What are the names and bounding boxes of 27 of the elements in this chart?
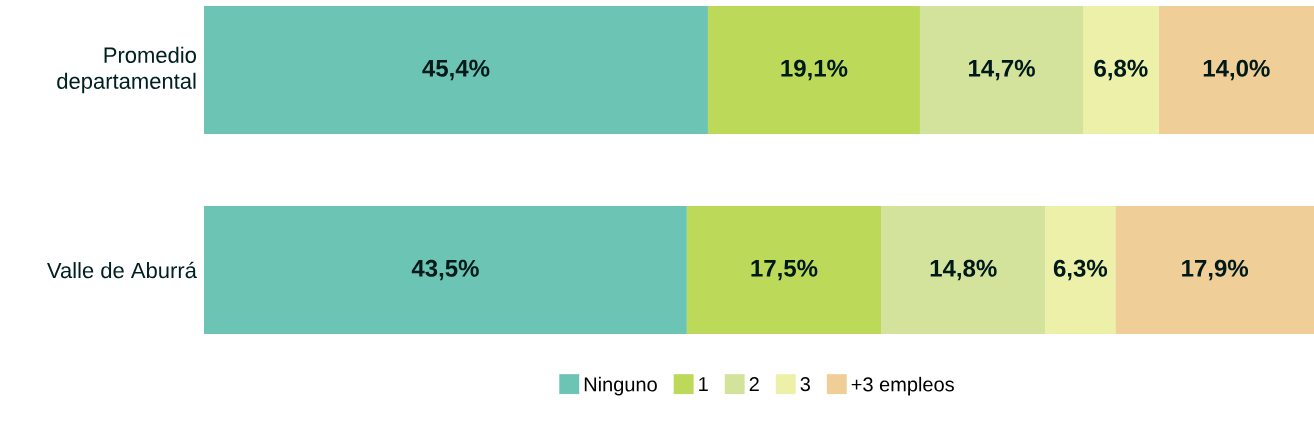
legend-label: 2 — [749, 377, 759, 392]
legend-label: 1 — [699, 377, 708, 391]
y-tick-label: Promedio departamental — [57, 46, 196, 94]
data-label: 43,5% — [411, 259, 479, 281]
bar — [204, 206, 687, 335]
bar — [881, 206, 1046, 335]
bar — [1158, 6, 1314, 135]
data-label: 6,8% — [1094, 59, 1148, 81]
data-label: 14,7% — [969, 59, 1035, 81]
legend-label: 3 — [800, 377, 810, 392]
bar — [686, 206, 882, 335]
y-tick-label: Valle de Aburrá — [47, 261, 197, 279]
data-label: 14,0% — [1203, 59, 1270, 81]
legend-label: +3 empleos — [851, 376, 954, 396]
data-label: 14,8% — [930, 259, 997, 281]
bar — [1083, 6, 1159, 135]
data-label: 17,5% — [751, 259, 818, 281]
bar — [1115, 206, 1314, 335]
bar — [707, 6, 920, 135]
data-label: 17,9% — [1182, 259, 1249, 281]
bar — [919, 6, 1084, 135]
data-label: 19,1% — [781, 59, 848, 81]
bar — [1045, 206, 1116, 335]
data-label: 6,3% — [1053, 259, 1108, 281]
legend-label: Ninguno — [584, 376, 657, 396]
bar — [204, 6, 708, 135]
data-label: 45,4% — [422, 59, 490, 81]
